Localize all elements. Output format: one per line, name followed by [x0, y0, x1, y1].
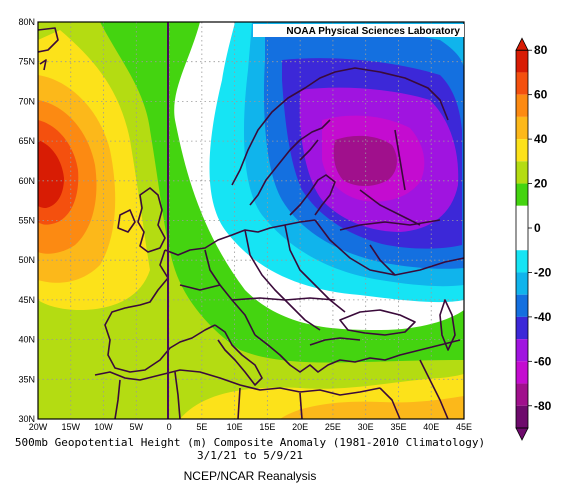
lat-tick-label: 40N	[18, 335, 35, 345]
colorbar-swatch	[516, 72, 528, 95]
colorbar-min-arrow	[515, 427, 529, 441]
lon-tick-label: 35E	[390, 422, 406, 432]
lon-tick-label: 0	[167, 422, 172, 432]
latitude-labels: 80N 75N 70N 65N 60N 55N 50N 45N 40N 35N 30N	[18, 17, 35, 424]
lat-tick-label: 65N	[18, 136, 35, 146]
colorbar-swatch	[516, 383, 528, 406]
lat-tick-label: 30N	[18, 414, 35, 424]
colorbar-swatch	[516, 316, 528, 340]
lon-tick-label: 5W	[130, 422, 144, 432]
colorbar-swatch	[516, 139, 528, 162]
lat-tick-label: 35N	[18, 374, 35, 384]
colorbar-swatch	[516, 50, 528, 73]
anomaly-field	[38, 22, 464, 419]
colorbar-swatch	[516, 161, 528, 184]
colorbar-level-label: -80	[534, 399, 552, 413]
caption-title: 500mb Geopotential Height (m) Composite …	[14, 436, 486, 449]
lon-tick-label: 5E	[196, 422, 207, 432]
lon-tick-label: 10W	[94, 422, 113, 432]
caption-dataset: NCEP/NCAR Reanalysis	[183, 469, 317, 483]
colorbar: 80 60 40 20 0 -20 -40 -60 -80	[515, 37, 552, 441]
colorbar-level-label: 0	[534, 221, 541, 235]
lat-tick-label: 80N	[18, 17, 35, 27]
caption-dates: 3/1/21 to 5/9/21	[197, 449, 303, 462]
colorbar-swatch	[516, 116, 528, 140]
lat-tick-label: 45N	[18, 295, 35, 305]
lon-tick-label: 40E	[423, 422, 439, 432]
colorbar-swatch	[516, 250, 528, 273]
colorbar-level-label: 20	[534, 177, 548, 191]
colorbar-level-label: -40	[534, 310, 552, 324]
colorbar-outline	[515, 49, 529, 429]
colorbar-level-label: -20	[534, 265, 552, 279]
colorbar-swatch	[516, 294, 528, 317]
lon-tick-label: 20E	[292, 422, 308, 432]
lat-tick-label: 60N	[18, 176, 35, 186]
lat-tick-label: 70N	[18, 96, 35, 106]
colorbar-level-label: 80	[534, 43, 548, 57]
colorbar-swatch	[516, 361, 528, 384]
lat-tick-label: 50N	[18, 255, 35, 265]
lon-tick-label: 15W	[62, 422, 81, 432]
map-frame	[37, 21, 465, 420]
lat-tick-label: 55N	[18, 216, 35, 226]
colorbar-swatch	[516, 183, 528, 206]
credit-label: NOAA Physical Sciences Laboratory	[286, 26, 460, 37]
lon-tick-label: 25E	[325, 422, 341, 432]
colorbar-swatch	[516, 205, 528, 251]
coastlines-and-borders	[38, 27, 464, 419]
colorbar-level-label: 40	[534, 132, 548, 146]
colorbar-max-arrow	[515, 37, 529, 51]
colorbar-swatch	[516, 405, 528, 428]
colorbar-swatch	[516, 94, 528, 117]
lon-tick-label: 20W	[29, 422, 48, 432]
lon-tick-label: 45E	[456, 422, 472, 432]
lon-tick-label: 30E	[358, 422, 374, 432]
credit-box: NOAA Physical Sciences Laboratory	[253, 24, 464, 37]
colorbar-level-label: 60	[534, 88, 548, 102]
colorbar-level-label: -60	[534, 354, 552, 368]
graticule	[38, 22, 464, 419]
lon-tick-label: 10E	[227, 422, 243, 432]
colorbar-swatch	[516, 272, 528, 295]
positive-anomaly-region	[38, 22, 464, 419]
colorbar-swatch	[516, 339, 528, 362]
lat-tick-label: 75N	[18, 57, 35, 67]
lon-tick-label: 15E	[259, 422, 275, 432]
longitude-labels: 20W 15W 10W 5W 0 5E 10E 15E 20E 25E 30E 35E 40E 45E	[29, 422, 472, 432]
